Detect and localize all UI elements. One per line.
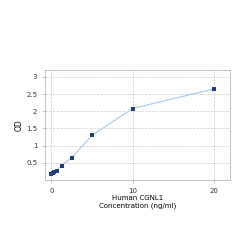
Point bbox=[90, 133, 94, 137]
Point bbox=[50, 172, 54, 176]
Point bbox=[131, 106, 135, 110]
Point bbox=[51, 172, 55, 175]
Point bbox=[70, 156, 74, 160]
Point bbox=[54, 169, 58, 173]
Y-axis label: OD: OD bbox=[14, 119, 24, 131]
Point bbox=[60, 164, 64, 168]
X-axis label: Human CGNL1
Concentration (ng/ml): Human CGNL1 Concentration (ng/ml) bbox=[99, 195, 176, 208]
Point bbox=[52, 170, 56, 174]
Point bbox=[212, 87, 216, 91]
